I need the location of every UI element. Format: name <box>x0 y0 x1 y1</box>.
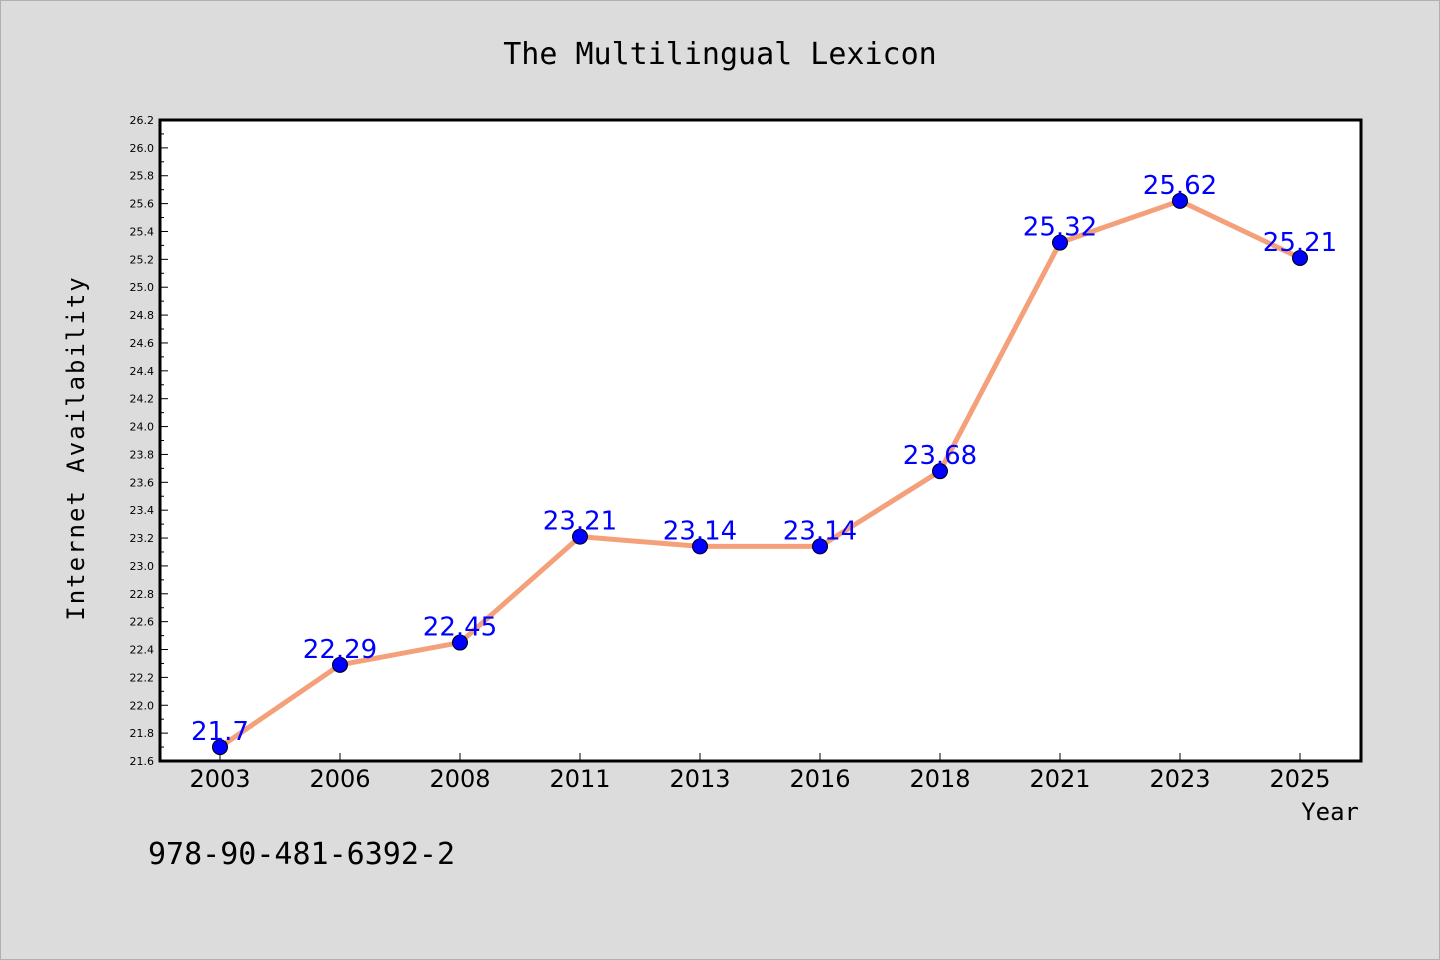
chart-title: The Multilingual Lexicon <box>503 37 936 72</box>
data-point <box>932 463 948 480</box>
x-tick-label: 2016 <box>789 765 850 793</box>
data-label: 25.21 <box>1263 228 1337 258</box>
x-axis: 2003 2006 2008 2011 2013 2016 2018 2021 2023 2025 <box>189 753 1331 793</box>
y-tick-label: 24.8 <box>130 309 155 322</box>
y-tick-label: 23.2 <box>130 532 155 545</box>
y-tick-label: 25.2 <box>130 253 155 266</box>
x-tick-label: 2023 <box>1149 765 1210 793</box>
x-tick-label: 2006 <box>309 765 370 793</box>
isbn-text: 978-90-481-6392-2 <box>148 837 455 872</box>
plot-area <box>158 118 1363 763</box>
x-tick-label: 2021 <box>1029 765 1090 793</box>
data-point <box>452 634 468 651</box>
data-label: 23.21 <box>543 507 617 537</box>
y-tick-label: 22.4 <box>130 644 155 657</box>
data-point <box>692 538 708 555</box>
y-tick-label: 23.6 <box>130 476 155 489</box>
y-tick-label: 24.4 <box>130 365 155 378</box>
data-point <box>572 528 588 545</box>
y-tick-label: 24.0 <box>130 421 155 434</box>
data-label: 25.62 <box>1143 171 1217 201</box>
y-tick-label: 23.0 <box>130 560 155 573</box>
y-tick-label: 23.4 <box>130 504 155 517</box>
y-tick-label: 22.8 <box>130 588 155 601</box>
data-label: 22.45 <box>423 613 497 643</box>
data-point <box>332 656 348 673</box>
y-tick-label: 22.0 <box>130 699 155 712</box>
data-label: 25.32 <box>1023 213 1097 243</box>
data-point <box>1052 234 1068 251</box>
series-group: 21.7 22.29 22.45 23.21 23.14 23.14 23.68 25.32 2… <box>191 171 1337 756</box>
y-tick-label: 25.8 <box>130 170 155 183</box>
x-tick-label: 2008 <box>429 765 490 793</box>
y-tick-label: 25.6 <box>130 198 155 211</box>
y-tick-label: 22.6 <box>130 616 155 629</box>
y-tick-label: 26.2 <box>130 114 155 127</box>
data-label: 22.29 <box>303 635 377 665</box>
data-label: 23.14 <box>663 516 737 546</box>
y-tick-label: 26.0 <box>130 142 155 155</box>
data-point <box>212 739 228 756</box>
x-tick-label: 2003 <box>189 765 250 793</box>
data-label: 21.7 <box>191 717 249 747</box>
y-tick-label: 25.0 <box>130 281 155 294</box>
data-point <box>1292 249 1308 266</box>
data-point <box>812 538 828 555</box>
x-tick-label: 2013 <box>669 765 730 793</box>
y-tick-label: 24.6 <box>130 337 155 350</box>
data-point <box>1172 192 1188 209</box>
y-tick-label: 22.2 <box>130 671 155 684</box>
y-tick-label: 21.6 <box>130 755 155 768</box>
y-tick-label: 23.8 <box>130 448 155 461</box>
y-axis-label: Internet Availability <box>62 275 90 620</box>
y-tick-label: 25.4 <box>130 225 155 238</box>
data-label: 23.68 <box>903 441 977 471</box>
series-line <box>217 198 1303 750</box>
x-axis-label: Year <box>1301 798 1359 826</box>
x-tick-label: 2011 <box>549 765 610 793</box>
y-axis: 21.6 21.8 22.0 22.2 22.4 22.6 22.8 23.0 23.2 23.4… <box>130 114 168 768</box>
x-tick-label: 2018 <box>909 765 970 793</box>
x-tick-label: 2025 <box>1269 765 1330 793</box>
y-tick-label: 24.2 <box>130 393 155 406</box>
y-tick-label: 21.8 <box>130 727 155 740</box>
data-label: 23.14 <box>783 516 857 546</box>
